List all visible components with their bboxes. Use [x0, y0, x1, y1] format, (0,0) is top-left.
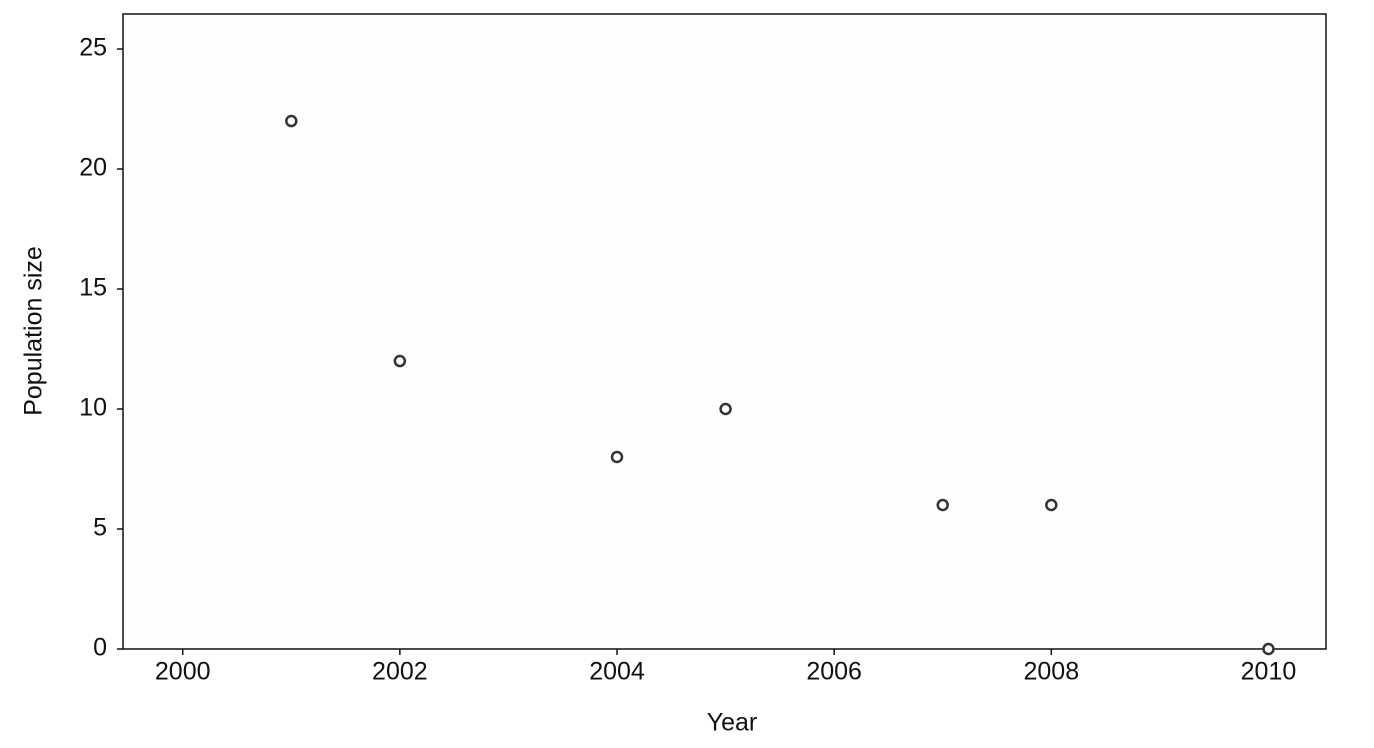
- point: [936, 498, 949, 512]
- point: [393, 354, 407, 368]
- point: [610, 450, 624, 464]
- x-axis-label: Year: [707, 709, 758, 737]
- point: [1262, 642, 1275, 656]
- x-tick-label: 2004: [589, 658, 645, 686]
- point: [719, 402, 732, 416]
- y-tick-label: 0: [93, 634, 107, 662]
- x-tick-label: 2006: [806, 658, 862, 686]
- y-tick-label: 5: [93, 514, 107, 542]
- x-tick-label: 2010: [1241, 658, 1297, 686]
- y-axis-label: Population size: [20, 246, 48, 416]
- y-tick-label: 15: [79, 274, 107, 302]
- plot-area: [122, 13, 1327, 650]
- point: [1045, 498, 1058, 512]
- point: [285, 114, 298, 128]
- x-tick-label: 2002: [372, 658, 428, 686]
- y-tick-label: 25: [79, 34, 107, 62]
- x-tick-label: 2008: [1023, 658, 1079, 686]
- y-tick-label: 10: [79, 394, 107, 422]
- x-tick-label: 2000: [155, 658, 211, 686]
- y-tick-label: 20: [79, 154, 107, 182]
